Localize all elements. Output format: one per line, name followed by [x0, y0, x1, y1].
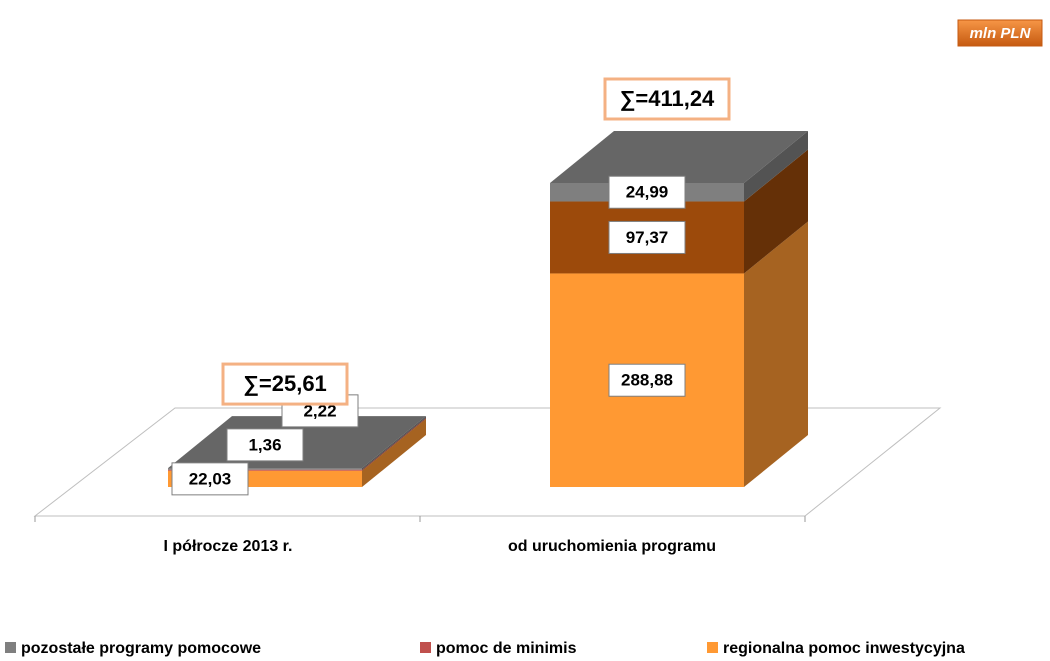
bar-side: [744, 221, 808, 487]
x-tick-label: od uruchomienia programu: [508, 538, 716, 555]
value-label: 2,22: [303, 401, 336, 420]
bar-top: [550, 131, 808, 183]
unit-box: [957, 19, 1043, 47]
legend-label: regionalna pomoc inwestycyjna: [723, 640, 965, 657]
bar-segment: [168, 469, 362, 471]
legend-label: pomoc de minimis: [436, 640, 577, 657]
bar-side: [744, 149, 808, 274]
total-label: ∑=25,61: [243, 371, 327, 396]
value-label-box: [608, 175, 686, 209]
bar-side: [744, 131, 808, 202]
unit-label: mln PLN: [970, 25, 1032, 42]
value-label-box: [608, 363, 686, 397]
bar-side: [362, 418, 426, 487]
value-label-box: [226, 428, 304, 462]
x-tick-label: I półrocze 2013 r.: [164, 538, 293, 555]
value-label-box: [171, 462, 249, 496]
legend-swatch: [420, 642, 431, 653]
bar-segment: [168, 468, 362, 470]
total-box: [221, 362, 349, 406]
bar-side: [362, 416, 426, 470]
value-label: 1,36: [248, 435, 281, 454]
legend-swatch: [707, 642, 718, 653]
value-label: 22,03: [189, 469, 232, 488]
value-label: 24,99: [626, 183, 669, 202]
total-label: ∑=411,24: [620, 86, 715, 111]
legend-swatch: [5, 642, 16, 653]
bar-side: [362, 417, 426, 471]
legend-label: pozostałe programy pomocowe: [21, 640, 261, 657]
value-label-box: [608, 220, 686, 254]
value-label: 97,37: [626, 228, 669, 247]
total-box: [603, 77, 731, 121]
value-label: 288,88: [621, 371, 673, 390]
